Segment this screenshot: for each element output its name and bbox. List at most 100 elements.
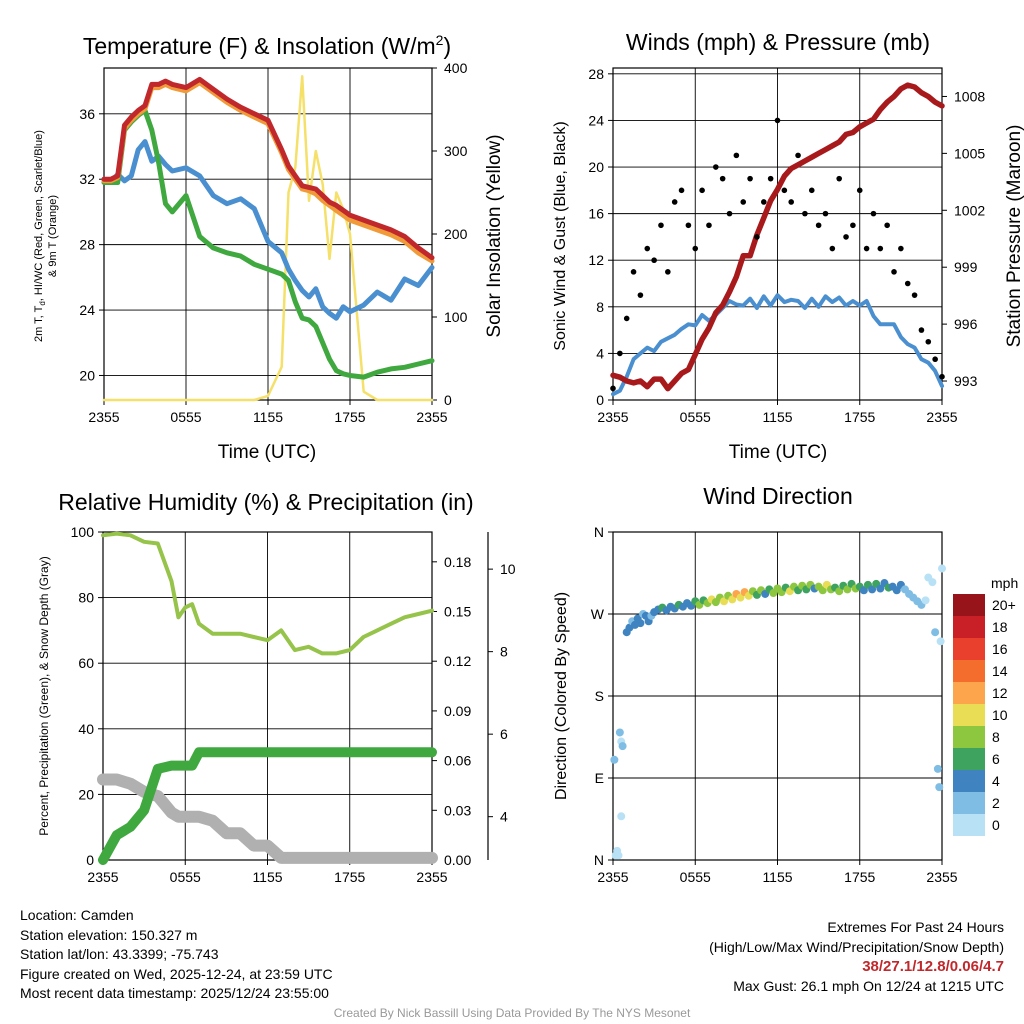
temp-y2tick-label: 100	[444, 309, 468, 325]
wind-xtick-label: 0555	[680, 409, 711, 425]
latlon-text: Station lat/lon: 43.3399; -75.743	[20, 946, 219, 962]
gust-point	[733, 152, 740, 159]
temp-y2tick-label: 0	[444, 392, 452, 408]
gust-point	[932, 356, 938, 363]
wind-axes: 2355 0555 1155 1755 235504812162024289939969…	[588, 66, 985, 425]
direction-point	[931, 628, 940, 637]
temperature-title: Temperature (F) & Insolation (W/m2)	[83, 32, 451, 59]
temp-y2tick-label: 300	[444, 143, 468, 159]
wind-ytick-label: 4	[596, 345, 604, 361]
wind-ytick-label: 20	[588, 159, 604, 175]
extremes-subtitle: (High/Low/Max Wind/Precipitation/Snow De…	[709, 938, 1004, 955]
dir-xtick-label: 2355	[597, 869, 628, 885]
hum-axes: 2355 0555 1155 1755 23550204060801000.000.03…	[71, 524, 516, 885]
dir-ytick-label: W	[591, 606, 605, 622]
snow-y2tick-label: 8	[500, 644, 508, 660]
colorbar-label: 4	[992, 773, 1000, 789]
colorbar-swatch	[953, 616, 985, 638]
temp-xtick-label: 1155	[253, 409, 283, 425]
wind-y2tick-label: 993	[954, 373, 978, 389]
rh-line	[101, 531, 434, 656]
dir-ytick-label: N	[594, 852, 604, 868]
colorbar-label: 16	[992, 641, 1008, 657]
gust-point	[706, 222, 712, 229]
hum-ytick-label: 20	[78, 786, 94, 802]
gust-point	[644, 245, 651, 252]
hum-ytick-label: 0	[86, 852, 94, 868]
direction-point	[933, 764, 942, 773]
temperature-ylabel-right: Solar Insolation (Yellow)	[484, 134, 505, 337]
temp-ytick-label: 20	[79, 367, 95, 383]
wind-xtick-label: 2355	[926, 409, 957, 425]
dir-ytick-label: S	[595, 688, 604, 704]
gust-point	[767, 175, 774, 182]
direction-point	[892, 586, 901, 595]
extremes-info: Extremes For Past 24 Hours (High/Low/Max…	[709, 918, 1004, 996]
gust-point	[692, 245, 699, 252]
temp-y2tick-label: 400	[444, 60, 468, 76]
colorbar-label: 8	[992, 729, 1000, 745]
direction-panel: Wind Direction Direction (Colored By Spe…	[553, 483, 1018, 836]
direction-point	[868, 585, 877, 594]
hum-ytick-label: 100	[71, 524, 95, 540]
direction-point	[636, 619, 645, 628]
gust-point	[671, 199, 678, 205]
temp-xtick-label: 0555	[170, 409, 201, 425]
direction-point	[736, 593, 745, 602]
snow-depth-line	[97, 773, 438, 864]
hum-xtick-label: 2355	[87, 869, 118, 885]
gust-point	[678, 187, 685, 194]
colorbar-swatch	[953, 660, 985, 682]
temperature-ylabel-left-2: & 9m T (Orange)	[47, 195, 59, 277]
wind-y2tick-label: 1008	[954, 88, 985, 104]
gust-point	[713, 164, 719, 170]
direction-point	[610, 755, 619, 764]
gust-point	[658, 222, 664, 229]
gust-point	[747, 175, 753, 182]
gust-point	[726, 210, 733, 217]
hum-ytick-label: 80	[78, 590, 94, 606]
gust-point	[740, 199, 747, 205]
hum-ytick-label: 40	[78, 721, 94, 737]
gust-point	[719, 175, 726, 182]
gust-point	[829, 245, 836, 252]
temperature-ylabel-left-1: 2m T, Td, HI/WC (Red, Green, Scarlet/Blu…	[33, 130, 47, 342]
extremes-title: Extremes For Past 24 Hours	[827, 919, 1004, 935]
direction-point	[617, 812, 626, 821]
direction-point	[928, 578, 937, 587]
wind-y2tick-label: 999	[954, 259, 978, 275]
dir-xtick-label: 0555	[680, 869, 711, 885]
humidity-title: Relative Humidity (%) & Precipitation (i…	[58, 489, 473, 515]
wind-ytick-label: 28	[588, 66, 604, 82]
temp-series-3	[101, 139, 435, 321]
precip-y2tick-label: 0.09	[444, 703, 471, 719]
direction-point	[818, 586, 827, 595]
gust-point	[843, 234, 849, 240]
dir-ytick-label: E	[595, 770, 604, 786]
direction-point	[935, 783, 944, 792]
colorbar-swatch	[953, 704, 985, 726]
gust-point	[884, 222, 890, 229]
wind-ytick-label: 0	[596, 392, 604, 408]
humidity-panel: Relative Humidity (%) & Precipitation (i…	[37, 489, 474, 836]
colorbar-swatch	[953, 726, 985, 748]
gust-point	[610, 385, 616, 392]
dir-xtick-label: 1755	[844, 869, 875, 885]
gust-point	[623, 315, 630, 322]
created-text: Figure created on Wed, 2025-12-24, at 23…	[20, 965, 333, 982]
hum-xtick-label: 1755	[334, 869, 365, 885]
temp-ytick-label: 32	[79, 171, 95, 187]
gust-point	[850, 222, 856, 229]
colorbar-swatch	[953, 770, 985, 792]
temp-ytick-label: 28	[79, 237, 95, 253]
direction-points	[610, 564, 946, 860]
colorbar-title: mph	[991, 575, 1018, 591]
precip-y2tick-label: 0.12	[444, 653, 471, 669]
direction-point	[843, 585, 852, 594]
station-info: Location: Camden Station elevation: 150.…	[20, 906, 333, 1004]
precip-y2tick-label: 0.15	[444, 604, 471, 620]
max-gust-text: Max Gust: 26.1 mph On 12/24 at 1215 UTC	[733, 977, 1004, 994]
colorbar-swatch	[953, 594, 985, 616]
direction-title: Wind Direction	[703, 483, 853, 509]
